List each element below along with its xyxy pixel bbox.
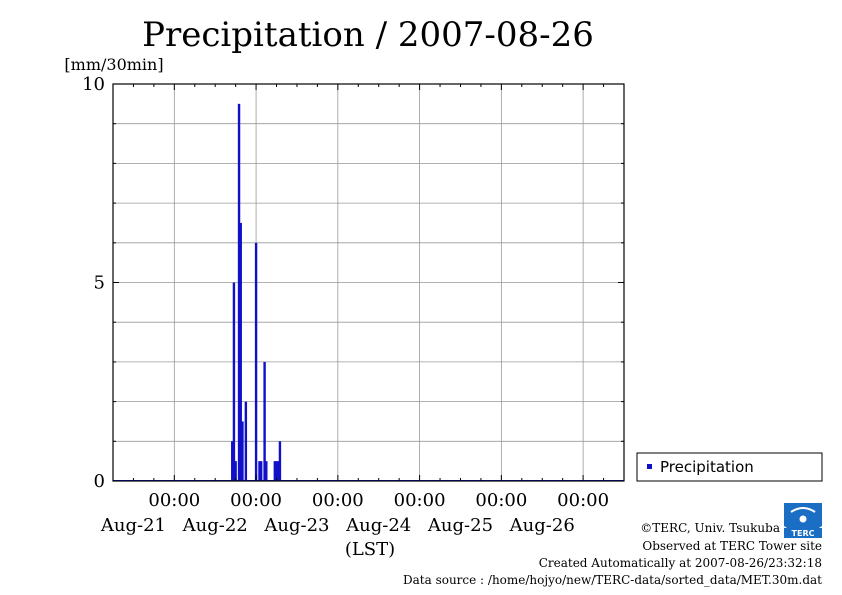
x-date-label: Aug-23: [263, 515, 329, 536]
x-axis-label: (LST): [345, 539, 395, 560]
x-date-label: Aug-25: [427, 515, 493, 536]
logo-wave: [790, 507, 816, 513]
grid: [113, 84, 624, 481]
legend-swatch: [647, 464, 652, 469]
precipitation-bar: [263, 361, 266, 481]
axis-labels: 0 5 10 00:00 00:00 00:00 00:00 00:00 00:00 Aug-21…: [82, 74, 609, 536]
precipitation-bars: [113, 103, 624, 481]
precipitation-bar: [273, 461, 277, 481]
legend: Precipitation: [636, 452, 823, 482]
logo-drop: [799, 515, 807, 523]
precipitation-bar: [275, 461, 278, 481]
precipitation-bar: [234, 461, 237, 481]
precipitation-bar: [259, 461, 263, 481]
chart-title: Precipitation / 2007-08-26: [142, 15, 594, 55]
precipitation-bar: [265, 461, 268, 481]
x-time-label: 00:00: [394, 490, 446, 511]
terc-logo: TERC: [784, 503, 822, 538]
x-time-label: 00:00: [230, 490, 282, 511]
precipitation-bar: [231, 441, 234, 481]
logo-band: [784, 528, 822, 538]
y-axis-label: [mm/30min]: [64, 55, 163, 74]
x-time-label: 00:00: [557, 490, 609, 511]
precipitation-bar: [277, 461, 280, 481]
precipitation-bar: [278, 441, 282, 481]
x-date-label: Aug-24: [345, 515, 411, 536]
y-tick-label: 0: [94, 471, 105, 492]
x-time-label: 00:00: [475, 490, 527, 511]
precipitation-bar: [254, 242, 258, 481]
legend-label: Precipitation: [660, 458, 754, 476]
precipitation-bar: [241, 421, 244, 481]
x-time-label: 00:00: [148, 490, 200, 511]
x-date-label: Aug-26: [509, 515, 575, 536]
precipitation-bar: [237, 103, 241, 481]
logo-text: TERC: [792, 529, 815, 538]
precipitation-bar: [239, 222, 242, 481]
x-date-label: Aug-22: [182, 515, 248, 536]
precipitation-bar: [232, 282, 236, 481]
created-text: Created Automatically at 2007-08-26/23:3…: [539, 556, 822, 570]
legend-box: [636, 452, 823, 482]
x-time-label: 00:00: [312, 490, 364, 511]
y-tick-label: 5: [94, 273, 105, 294]
copyright-text: ©TERC, Univ. Tsukuba: [640, 521, 780, 535]
precipitation-bar: [258, 461, 261, 481]
precipitation-bar: [244, 401, 248, 481]
y-tick-label: 10: [82, 74, 105, 95]
x-date-label: Aug-21: [100, 515, 166, 536]
axis-ticks: [112, 83, 625, 482]
site-text: Observed at TERC Tower site: [642, 539, 822, 553]
source-text: Data source : /home/hojyo/new/TERC-data/…: [403, 573, 822, 587]
